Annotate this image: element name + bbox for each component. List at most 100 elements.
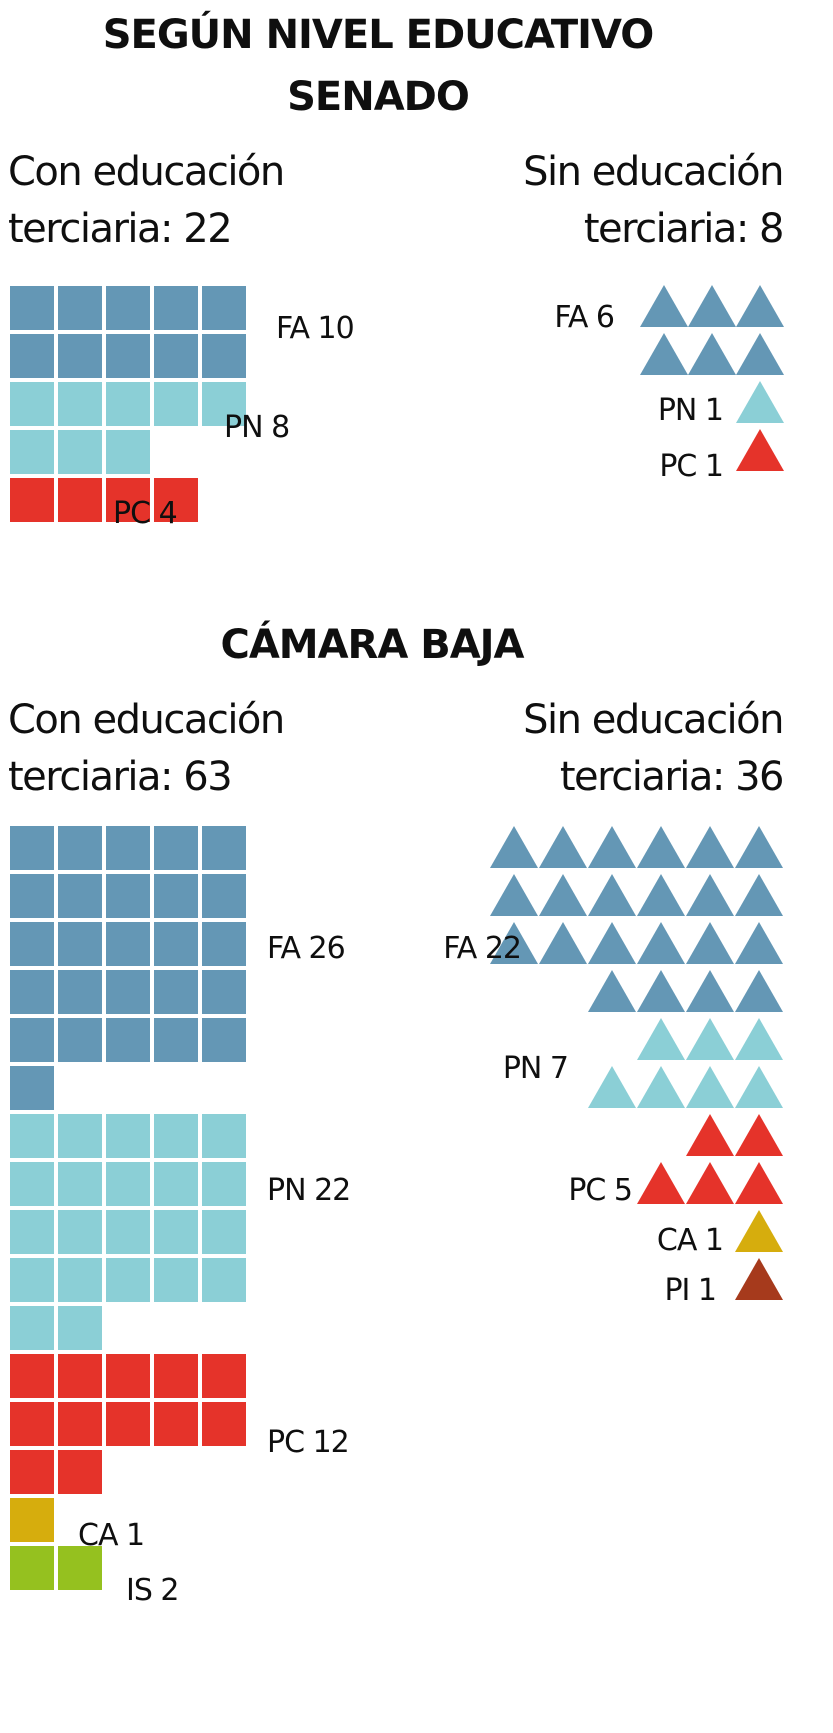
camara-con-fa-square	[58, 826, 102, 870]
waffle-marks	[10, 285, 784, 1590]
camara-con-fa-square	[10, 922, 54, 966]
camara-sin-pn-triangle	[637, 1018, 685, 1060]
camara-con-pn-square	[202, 1258, 246, 1302]
senado-con-fa-square	[202, 286, 246, 330]
camara-con-pn-square	[58, 1258, 102, 1302]
camara-con-pc-square	[58, 1402, 102, 1446]
camara-con-ca-square	[10, 1498, 54, 1542]
senado-sin-fa-triangle	[640, 285, 688, 327]
senado-sin-fa-triangle	[640, 333, 688, 375]
camara-con-fa-square	[106, 970, 150, 1014]
camara-con-fa-square	[106, 826, 150, 870]
camara-sin-pc-triangle	[637, 1162, 685, 1204]
camara-sin-fa-triangle	[637, 922, 685, 964]
senado-con-fa-square	[10, 286, 54, 330]
camara-con-fa-square	[202, 1018, 246, 1062]
camara-con-fa-square	[58, 1018, 102, 1062]
senado-con-pc-square	[106, 478, 150, 522]
label-camara-sin-pi: PI 1	[664, 1273, 716, 1308]
senado-con-fa-square	[58, 334, 102, 378]
label-camara-sin-pn: PN 7	[503, 1051, 568, 1086]
camara-con-caption-line2: terciaria: 63	[8, 754, 231, 800]
senado-con-fa-square	[202, 334, 246, 378]
camara-con-pn-square	[202, 1162, 246, 1206]
camara-con-pn-square	[106, 1114, 150, 1158]
camara-con-fa-square	[106, 1018, 150, 1062]
label-camara-con-is: IS 2	[126, 1573, 179, 1608]
camara-sin-fa-triangle	[686, 970, 734, 1012]
label-senado-sin-pc: PC 1	[659, 449, 723, 484]
label-camara-con-pn: PN 22	[267, 1173, 350, 1208]
camara-sin-fa-triangle	[539, 826, 587, 868]
camara-con-pn-square	[10, 1114, 54, 1158]
camara-con-fa-square	[10, 874, 54, 918]
senado-con-pn-square	[58, 430, 102, 474]
camara-sin-fa-triangle	[588, 970, 636, 1012]
camara-con-fa-square	[154, 970, 198, 1014]
senado-con-fa-square	[154, 286, 198, 330]
camara-con-pn-square	[58, 1162, 102, 1206]
senado-con-caption-line2: terciaria: 22	[8, 206, 231, 252]
senado-con-fa-square	[154, 334, 198, 378]
camara-con-pn-square	[154, 1162, 198, 1206]
camara-sin-fa-triangle	[735, 970, 783, 1012]
camara-con-fa-square	[10, 1018, 54, 1062]
camara-con-fa-square	[10, 1066, 54, 1110]
senado-sin-caption-line1: Sin educación	[523, 149, 783, 195]
camara-sin-caption-line1: Sin educación	[523, 697, 783, 743]
camara-sin-pn-triangle	[686, 1018, 734, 1060]
camara-con-pc-square	[58, 1354, 102, 1398]
camara-con-pc-square	[154, 1402, 198, 1446]
camara-sin-fa-triangle	[637, 970, 685, 1012]
camara-con-fa-square	[154, 1018, 198, 1062]
senado-sin-pn-triangle	[736, 381, 784, 423]
camara-sin-pn-triangle	[588, 1066, 636, 1108]
section-title-senado: SENADO	[287, 74, 469, 120]
camara-con-fa-square	[154, 874, 198, 918]
camara-sin-fa-triangle	[490, 874, 538, 916]
camara-con-fa-square	[106, 874, 150, 918]
camara-sin-pn-triangle	[735, 1066, 783, 1108]
label-camara-sin-pc: PC 5	[568, 1173, 632, 1208]
camara-sin-pi-triangle	[735, 1258, 783, 1300]
camara-con-pn-square	[154, 1114, 198, 1158]
senado-con-pn-square	[106, 430, 150, 474]
senado-sin-pc-triangle	[736, 429, 784, 471]
camara-sin-pn-triangle	[686, 1066, 734, 1108]
camara-con-pc-square	[10, 1402, 54, 1446]
senado-con-pn-square	[202, 382, 246, 426]
camara-con-fa-square	[10, 826, 54, 870]
camara-con-fa-square	[202, 922, 246, 966]
camara-sin-fa-triangle	[735, 874, 783, 916]
camara-sin-fa-triangle	[735, 826, 783, 868]
label-camara-sin-fa: FA 22	[443, 931, 521, 966]
senado-con-pn-square	[106, 382, 150, 426]
senado-sin-caption-line2: terciaria: 8	[584, 206, 783, 252]
camara-sin-fa-triangle	[490, 922, 538, 964]
label-camara-con-fa: FA 26	[267, 931, 345, 966]
senado-con-caption-line1: Con educación	[8, 149, 284, 195]
camara-con-pn-square	[202, 1210, 246, 1254]
senado-con-pn-square	[10, 382, 54, 426]
camara-con-pn-square	[106, 1162, 150, 1206]
label-camara-con-pc: PC 12	[267, 1425, 349, 1460]
camara-con-fa-square	[202, 970, 246, 1014]
camara-sin-caption-line2: terciaria: 36	[560, 754, 783, 800]
camara-con-fa-square	[106, 922, 150, 966]
camara-sin-pn-triangle	[637, 1066, 685, 1108]
label-senado-con-pc: PC 4	[113, 496, 177, 531]
camara-con-fa-square	[58, 970, 102, 1014]
camara-sin-fa-triangle	[637, 874, 685, 916]
senado-con-fa-square	[106, 286, 150, 330]
senado-con-pc-square	[58, 478, 102, 522]
camara-sin-pc-triangle	[686, 1162, 734, 1204]
camara-con-pc-square	[10, 1354, 54, 1398]
senado-con-pn-square	[154, 382, 198, 426]
camara-sin-fa-triangle	[686, 874, 734, 916]
camara-con-pn-square	[10, 1162, 54, 1206]
label-senado-con-pn: PN 8	[224, 410, 289, 445]
camara-sin-fa-triangle	[539, 874, 587, 916]
camara-con-fa-square	[154, 922, 198, 966]
